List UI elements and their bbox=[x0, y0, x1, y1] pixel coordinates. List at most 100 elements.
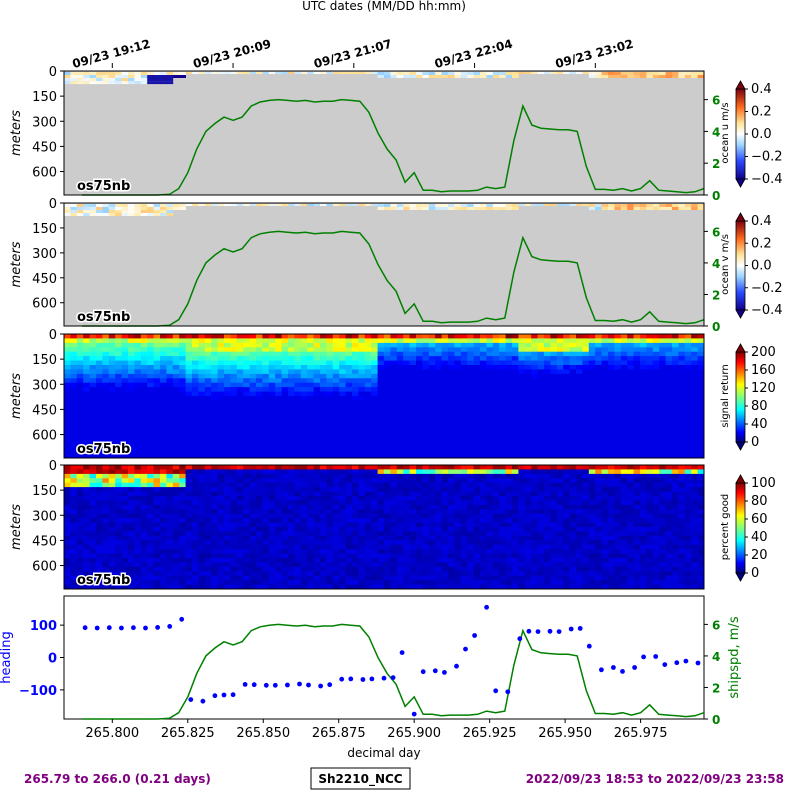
heatmap-cell bbox=[83, 535, 90, 541]
heatmap-cell bbox=[364, 373, 372, 379]
heatmap-cell bbox=[179, 531, 186, 537]
heatmap-cell bbox=[70, 400, 78, 406]
heatmap-cell bbox=[230, 553, 238, 559]
heatmap-cell bbox=[320, 504, 327, 510]
heatmap-cell bbox=[224, 518, 231, 523]
heatmap-cell bbox=[281, 535, 289, 541]
heatmap-cell bbox=[243, 440, 250, 446]
heatmap-cell bbox=[217, 382, 225, 388]
heatmap-cell bbox=[467, 207, 474, 210]
heatmap-cell bbox=[185, 418, 193, 423]
heatmap-cell bbox=[454, 356, 462, 361]
heatmap-cell bbox=[160, 400, 167, 406]
heatmap-cell bbox=[396, 571, 404, 577]
heatmap-cell bbox=[403, 478, 410, 484]
heatmap-cell bbox=[403, 487, 410, 492]
heatmap-cell bbox=[396, 373, 404, 379]
colorbar-tick-label: 40 bbox=[751, 417, 768, 432]
heatmap-cell bbox=[672, 365, 679, 370]
heatmap-cell bbox=[102, 527, 110, 532]
heatmap-cell bbox=[326, 575, 334, 581]
heatmap-cell bbox=[281, 360, 289, 366]
heatmap-cell bbox=[339, 562, 346, 568]
heatmap-cell bbox=[198, 427, 206, 432]
heatmap-cell bbox=[108, 575, 116, 581]
heatmap-cell bbox=[115, 75, 122, 78]
heatmap-cell bbox=[345, 473, 353, 479]
heatmap-cell bbox=[422, 347, 430, 353]
heatmap-cell bbox=[108, 504, 116, 510]
heatmap-cell bbox=[633, 347, 641, 353]
heatmap-cell bbox=[249, 491, 257, 497]
heatmap-cell bbox=[262, 431, 270, 437]
heatmap-cell bbox=[192, 422, 199, 428]
heatmap-cell bbox=[198, 365, 206, 370]
colorbar-min-arrow bbox=[735, 178, 746, 188]
heatmap-cell bbox=[172, 518, 180, 523]
heatmap-cell bbox=[435, 571, 442, 577]
colorbar-tick-label: 120 bbox=[751, 381, 776, 396]
heatmap-cell bbox=[428, 418, 436, 423]
heatmap-cell bbox=[588, 396, 596, 401]
heatmap-cell bbox=[499, 409, 506, 415]
heatmap-cell bbox=[377, 356, 385, 361]
heatmap-cell bbox=[128, 482, 135, 488]
heatmap-cell bbox=[300, 391, 308, 397]
heatmap-cell bbox=[256, 72, 263, 74]
heatmap-cell bbox=[531, 334, 538, 339]
heatmap-cell bbox=[403, 558, 410, 563]
heatmap-cell bbox=[454, 360, 462, 366]
heatmap-cell bbox=[70, 531, 78, 537]
heatmap-cell bbox=[672, 427, 679, 432]
heatmap-cell bbox=[492, 334, 500, 339]
heatmap-cell bbox=[691, 369, 698, 375]
heatmap-cell bbox=[294, 338, 302, 344]
heatmap-cell bbox=[416, 75, 423, 78]
heatmap-cell bbox=[422, 404, 430, 410]
heatmap-cell bbox=[563, 360, 570, 366]
heatmap-cell bbox=[332, 409, 340, 415]
heatmap-cell bbox=[505, 431, 513, 437]
heatmap-cell bbox=[512, 75, 519, 78]
heatmap-cell bbox=[204, 509, 212, 515]
heatmap-cell bbox=[371, 435, 378, 441]
heatmap-cell bbox=[531, 204, 538, 206]
heatmap-cell bbox=[678, 413, 686, 419]
heatmap-cell bbox=[544, 356, 551, 361]
heatmap-cell bbox=[96, 449, 103, 454]
heatmap-cell bbox=[332, 465, 340, 470]
heatmap-cell bbox=[64, 404, 71, 410]
heatmap-cell bbox=[179, 334, 186, 339]
heatmap-cell bbox=[358, 562, 366, 568]
colorbar-tick-label: 160 bbox=[751, 363, 776, 378]
heatmap-cell bbox=[473, 396, 481, 401]
heatmap-cell bbox=[64, 435, 71, 441]
heatmap-cell bbox=[102, 453, 110, 459]
heatmap-cell bbox=[153, 580, 161, 585]
heatmap-cell bbox=[160, 338, 167, 344]
heatmap-cell bbox=[256, 518, 263, 523]
heatmap-cell bbox=[614, 360, 622, 366]
colorbar bbox=[735, 220, 746, 311]
heatmap-cell bbox=[153, 369, 161, 375]
heatmap-cell bbox=[416, 418, 423, 423]
heatmap-cell bbox=[64, 413, 71, 419]
colorbar-max-arrow bbox=[735, 80, 746, 90]
heatmap-cell bbox=[108, 391, 116, 397]
heatmap-cell bbox=[352, 204, 359, 206]
heatmap-cell bbox=[396, 584, 404, 590]
heatmap-cell bbox=[249, 500, 257, 506]
heatmap-cell bbox=[428, 422, 436, 428]
heatmap-cell bbox=[396, 549, 404, 554]
heatmap-cell bbox=[102, 584, 110, 590]
heatmap-cell bbox=[275, 531, 282, 537]
heatmap-cell bbox=[678, 356, 686, 361]
heatmap-cell bbox=[185, 566, 193, 572]
heatmap-cell bbox=[576, 404, 583, 410]
heatmap-cell bbox=[358, 465, 366, 470]
heatmap-cell bbox=[281, 378, 289, 384]
heatmap-cell bbox=[441, 347, 449, 353]
heatmap-cell bbox=[166, 465, 174, 470]
heatmap-cell bbox=[160, 334, 167, 339]
heatmap-cell bbox=[102, 391, 110, 397]
